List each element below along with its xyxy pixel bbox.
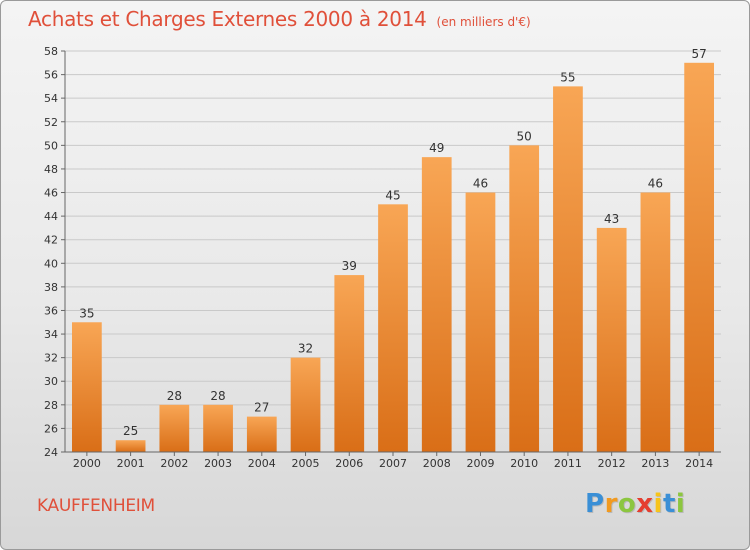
bar-2012 bbox=[596, 227, 627, 452]
x-tick-label: 2007 bbox=[379, 457, 407, 470]
y-tick-label: 42 bbox=[44, 234, 58, 247]
data-label: 45 bbox=[385, 188, 400, 202]
y-tick-label: 36 bbox=[44, 304, 58, 317]
y-tick-label: 38 bbox=[44, 281, 58, 294]
bar-2014 bbox=[684, 62, 715, 452]
x-tick-label: 2008 bbox=[423, 457, 451, 470]
bar-2010 bbox=[509, 145, 540, 452]
x-tick-label: 2002 bbox=[160, 457, 188, 470]
bar-2008 bbox=[421, 157, 452, 452]
y-tick-label: 52 bbox=[44, 116, 58, 129]
logo-letter: r bbox=[604, 489, 618, 519]
y-tick-label: 44 bbox=[44, 210, 58, 223]
y-tick-label: 40 bbox=[44, 257, 58, 270]
data-label: 50 bbox=[517, 129, 532, 143]
data-label: 39 bbox=[342, 259, 357, 273]
data-label: 28 bbox=[210, 389, 225, 403]
logo-letter: t bbox=[662, 489, 676, 519]
chart-subtitle: (en milliers d'€) bbox=[436, 15, 531, 29]
bar-2004 bbox=[246, 416, 277, 452]
x-tick-label: 2011 bbox=[554, 457, 582, 470]
logo-letter: o bbox=[617, 489, 637, 519]
bar-2005 bbox=[290, 357, 321, 452]
y-tick-label: 58 bbox=[44, 45, 58, 58]
data-label: 27 bbox=[254, 401, 269, 415]
x-tick-label: 2000 bbox=[73, 457, 101, 470]
y-tick-label: 26 bbox=[44, 422, 58, 435]
proxiti-logo: Proxiti bbox=[585, 489, 685, 519]
data-label: 46 bbox=[473, 177, 488, 191]
y-tick-label: 32 bbox=[44, 352, 58, 365]
data-label: 25 bbox=[123, 424, 138, 438]
bar-2001 bbox=[115, 440, 146, 452]
x-tick-label: 2005 bbox=[292, 457, 320, 470]
bar-2002 bbox=[159, 404, 190, 452]
data-label: 46 bbox=[648, 177, 663, 191]
y-axis: 24 26 28 30 32 34 36 38 40 42 44 46 48 50 52 54 56 58 bbox=[44, 45, 66, 459]
logo-letter: i bbox=[653, 489, 663, 519]
bar-2013 bbox=[640, 192, 671, 452]
data-label: 49 bbox=[429, 141, 444, 155]
y-tick-label: 30 bbox=[44, 375, 58, 388]
x-tick-label: 2006 bbox=[335, 457, 363, 470]
data-label: 35 bbox=[79, 306, 94, 320]
x-tick-label: 2001 bbox=[117, 457, 145, 470]
bars: 35 25 28 28 27 32 39 45 49 46 50 55 43 46 57 bbox=[71, 47, 715, 452]
y-tick-label: 54 bbox=[44, 92, 58, 105]
bar-2000 bbox=[71, 322, 102, 452]
x-tick-label: 2014 bbox=[685, 457, 713, 470]
logo-letter: x bbox=[636, 489, 654, 519]
x-tick-label: 2003 bbox=[204, 457, 232, 470]
logo-letter: i bbox=[675, 489, 686, 519]
data-label: 28 bbox=[167, 389, 182, 403]
data-label: 43 bbox=[604, 212, 619, 226]
y-tick-label: 34 bbox=[44, 328, 58, 341]
bar-2009 bbox=[465, 192, 496, 452]
data-label: 32 bbox=[298, 342, 313, 356]
x-tick-label: 2009 bbox=[466, 457, 494, 470]
logo-letter: P bbox=[585, 489, 605, 519]
chart-title-text: Achats et Charges Externes 2000 à 2014 bbox=[28, 7, 427, 31]
data-label: 55 bbox=[560, 70, 575, 84]
bar-2006 bbox=[334, 275, 365, 452]
bar-2011 bbox=[553, 86, 583, 452]
y-tick-label: 46 bbox=[44, 187, 58, 200]
commune-name: KAUFFENHEIM bbox=[37, 496, 155, 516]
x-tick-label: 2010 bbox=[510, 457, 538, 470]
x-tick-label: 2013 bbox=[641, 457, 669, 470]
data-label: 57 bbox=[691, 47, 706, 61]
y-tick-label: 50 bbox=[44, 139, 58, 152]
y-tick-label: 56 bbox=[44, 69, 58, 82]
x-axis: 2000 2001 2002 2003 2004 2005 2006 2007 2008 2009… bbox=[65, 451, 721, 470]
y-tick-label: 48 bbox=[44, 163, 58, 176]
x-tick-label: 2012 bbox=[598, 457, 626, 470]
bar-2003 bbox=[203, 404, 233, 452]
y-tick-label: 24 bbox=[44, 446, 58, 459]
bar-2007 bbox=[378, 204, 408, 452]
chart-title: Achats et Charges Externes 2000 à 2014 (e… bbox=[28, 7, 531, 31]
x-tick-label: 2004 bbox=[248, 457, 276, 470]
y-tick-label: 28 bbox=[44, 399, 58, 412]
